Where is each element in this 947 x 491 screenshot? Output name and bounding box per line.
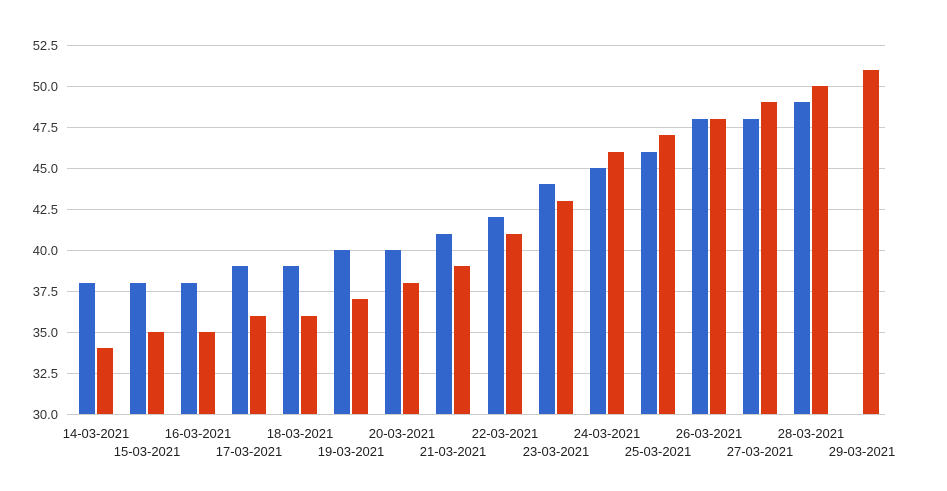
bar-blue-series[interactable] (385, 250, 401, 414)
y-axis-tick-label: 42.5 (32, 202, 58, 217)
y-axis-tick-label: 50.0 (32, 79, 58, 94)
gridline (67, 168, 885, 169)
bar-red-series[interactable] (710, 119, 726, 414)
bar-red-series[interactable] (403, 283, 419, 414)
bar-group (488, 45, 522, 414)
gridline (67, 127, 885, 128)
bar-red-series[interactable] (659, 135, 675, 414)
bar-blue-series[interactable] (79, 283, 95, 414)
y-axis-tick-label: 45.0 (32, 161, 58, 176)
bar-blue-series[interactable] (283, 266, 299, 414)
bar-group (232, 45, 266, 414)
x-axis-tick-label: 24-03-2021 (573, 426, 641, 441)
bar-red-series[interactable] (557, 201, 573, 414)
gridline (67, 45, 885, 46)
x-axis-tick-label: 25-03-2021 (624, 444, 692, 459)
bar-red-series[interactable] (148, 332, 164, 414)
bar-blue-series[interactable] (743, 119, 759, 414)
y-axis-tick-label: 30.0 (32, 407, 58, 422)
bar-red-series[interactable] (812, 86, 828, 414)
x-axis-tick-label: 17-03-2021 (215, 444, 283, 459)
bar-red-series[interactable] (352, 299, 368, 414)
y-axis-tick-label: 37.5 (32, 284, 58, 299)
bar-group (334, 45, 368, 414)
gridline (67, 414, 885, 415)
bar-group (181, 45, 215, 414)
x-axis-tick-label: 20-03-2021 (368, 426, 436, 441)
x-axis-tick-label: 16-03-2021 (164, 426, 232, 441)
gridline (67, 332, 885, 333)
x-axis-tick-label: 26-03-2021 (675, 426, 743, 441)
y-axis-tick-label: 35.0 (32, 325, 58, 340)
x-axis-tick-label: 15-03-2021 (113, 444, 181, 459)
bar-group (385, 45, 419, 414)
bar-blue-series[interactable] (590, 168, 606, 414)
bar-blue-series[interactable] (334, 250, 350, 414)
y-axis-tick-label: 52.5 (32, 38, 58, 53)
bar-blue-series[interactable] (232, 266, 248, 414)
bar-red-series[interactable] (506, 234, 522, 414)
bar-group (794, 45, 828, 414)
bar-blue-series[interactable] (641, 152, 657, 414)
bar-group (743, 45, 777, 414)
y-axis-tick-label: 40.0 (32, 243, 58, 258)
bar-red-series[interactable] (97, 348, 113, 414)
plot-area (67, 45, 885, 415)
y-axis-tick-label: 32.5 (32, 366, 58, 381)
bar-blue-series[interactable] (130, 283, 146, 414)
x-axis-tick-label: 18-03-2021 (266, 426, 334, 441)
y-axis-tick-label: 47.5 (32, 120, 58, 135)
bar-group (436, 45, 470, 414)
bar-group (692, 45, 726, 414)
bar-group (539, 45, 573, 414)
bar-group (641, 45, 675, 414)
bar-group (845, 45, 879, 414)
bar-blue-series[interactable] (692, 119, 708, 414)
gridline (67, 373, 885, 374)
bar-blue-series[interactable] (539, 184, 555, 414)
bar-red-series[interactable] (608, 152, 624, 414)
gridline (67, 86, 885, 87)
bar-red-series[interactable] (761, 102, 777, 414)
gridline (67, 209, 885, 210)
bar-blue-series[interactable] (794, 102, 810, 414)
x-axis-tick-label: 27-03-2021 (726, 444, 794, 459)
bar-group (590, 45, 624, 414)
x-axis-tick-label: 23-03-2021 (522, 444, 590, 459)
bar-red-series[interactable] (301, 316, 317, 414)
x-axis-tick-label: 28-03-2021 (777, 426, 845, 441)
bar-group (283, 45, 317, 414)
x-axis-tick-label: 14-03-2021 (62, 426, 130, 441)
bar-blue-series[interactable] (436, 234, 452, 414)
x-axis-tick-label: 29-03-2021 (828, 444, 896, 459)
bar-blue-series[interactable] (488, 217, 504, 414)
x-axis-tick-label: 19-03-2021 (317, 444, 385, 459)
bar-red-series[interactable] (250, 316, 266, 414)
x-axis-tick-label: 21-03-2021 (419, 444, 487, 459)
x-axis-tick-label: 22-03-2021 (471, 426, 539, 441)
bar-red-series[interactable] (199, 332, 215, 414)
bar-group (79, 45, 113, 414)
bar-group (130, 45, 164, 414)
bar-blue-series[interactable] (181, 283, 197, 414)
gridline (67, 291, 885, 292)
bar-red-series[interactable] (863, 70, 879, 414)
bar-red-series[interactable] (454, 266, 470, 414)
gridline (67, 250, 885, 251)
